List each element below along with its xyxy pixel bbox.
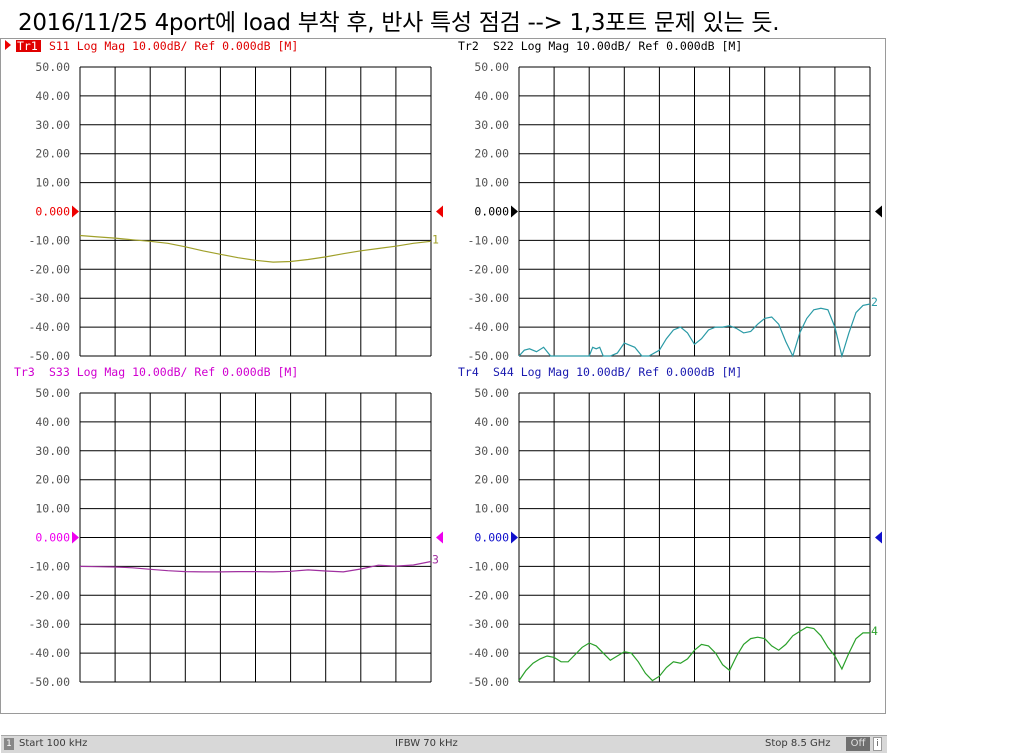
y-tick-label: -20.00: [28, 262, 70, 276]
y-tick-label: 0.000: [474, 205, 509, 219]
trace-end-label: 3: [432, 552, 439, 566]
trace-title: S33 Log Mag 10.00dB/ Ref 0.000dB [M]: [49, 365, 298, 379]
trace-tag: Tr4: [458, 365, 479, 379]
y-tick-label: -30.00: [28, 617, 70, 631]
y-tick-label: 20.00: [35, 473, 70, 487]
trace-tag: Tr2: [458, 39, 479, 53]
ref-marker-left: [72, 531, 79, 544]
y-tick-label: 40.00: [474, 89, 509, 103]
ref-marker-right: [875, 205, 882, 218]
trace-title: S11 Log Mag 10.00dB/ Ref 0.000dB [M]: [49, 39, 298, 53]
y-tick-label: 20.00: [35, 147, 70, 161]
stop-frequency[interactable]: Stop 8.5 GHz: [765, 738, 831, 749]
trace-panel-3: Tr3 S33 Log Mag 10.00dB/ Ref 0.000dB [M] 5…: [14, 365, 443, 689]
y-tick-label: 10.00: [35, 176, 70, 190]
trace-title: S22 Log Mag 10.00dB/ Ref 0.000dB [M]: [493, 39, 742, 53]
y-tick-label: 30.00: [474, 444, 509, 458]
start-frequency[interactable]: Start 100 kHz: [19, 738, 88, 749]
y-tick-label: 50.00: [35, 60, 70, 74]
trace-tag: Tr3: [14, 365, 35, 379]
y-tick-label: 30.00: [474, 118, 509, 132]
trace-panel-4: Tr4 S44 Log Mag 10.00dB/ Ref 0.000dB [M] 5…: [458, 365, 882, 689]
y-tick-label: 10.00: [474, 176, 509, 190]
y-tick-label: 40.00: [35, 89, 70, 103]
y-tick-label: 30.00: [35, 118, 70, 132]
y-tick-label: -50.00: [467, 675, 509, 689]
trace-panel-1: Tr1 S11 Log Mag 10.00dB/ Ref 0.000dB [M] 5…: [5, 39, 443, 363]
status-info-icon[interactable]: i: [873, 737, 882, 751]
y-tick-label: -40.00: [467, 646, 509, 660]
y-tick-label: -20.00: [28, 588, 70, 602]
y-tick-label: 50.00: [474, 386, 509, 400]
y-tick-label: -50.00: [28, 349, 70, 363]
y-tick-label: 30.00: [35, 444, 70, 458]
ref-marker-left: [511, 205, 518, 218]
ref-marker-right: [436, 531, 443, 544]
y-tick-label: -10.00: [28, 233, 70, 247]
trace-tag-highlight: [16, 40, 41, 52]
y-tick-label: -30.00: [28, 291, 70, 305]
y-tick-label: -50.00: [28, 675, 70, 689]
y-tick-label: -40.00: [28, 646, 70, 660]
ref-marker-right: [875, 531, 882, 544]
off-toggle[interactable]: Off: [846, 737, 870, 751]
y-tick-label: 0.000: [35, 531, 70, 545]
active-trace-icon: [5, 40, 11, 50]
y-tick-label: -10.00: [28, 559, 70, 573]
trace-line-4: [518, 626, 870, 682]
screenshot-caption: 2016/11/25 4port에 load 부착 후, 반사 특성 점검 --…: [18, 10, 780, 36]
y-tick-label: 0.000: [35, 205, 70, 219]
trace-panel-2: Tr2 S22 Log Mag 10.00dB/ Ref 0.000dB [M] 5…: [458, 39, 882, 363]
y-tick-label: 20.00: [474, 147, 509, 161]
trace-title: S44 Log Mag 10.00dB/ Ref 0.000dB [M]: [493, 365, 742, 379]
y-tick-label: -10.00: [467, 559, 509, 573]
ref-marker-left: [72, 205, 79, 218]
trace-line-2: [518, 303, 871, 359]
trace-tag: Tr1: [17, 39, 38, 53]
y-tick-label: 10.00: [474, 502, 509, 516]
y-tick-label: -30.00: [467, 617, 509, 631]
y-tick-label: 50.00: [474, 60, 509, 74]
y-tick-label: -20.00: [467, 588, 509, 602]
ref-marker-right: [436, 205, 443, 218]
y-tick-label: 20.00: [474, 473, 509, 487]
trace-line-1: [79, 234, 432, 263]
y-tick-label: -10.00: [467, 233, 509, 247]
y-tick-label: -40.00: [28, 320, 70, 334]
y-tick-label: -40.00: [467, 320, 509, 334]
y-tick-label: 50.00: [35, 386, 70, 400]
y-tick-label: 40.00: [474, 415, 509, 429]
y-tick-label: 10.00: [35, 502, 70, 516]
trace-end-label: 4: [871, 624, 878, 638]
y-tick-label: -30.00: [467, 291, 509, 305]
y-tick-label: -20.00: [467, 262, 509, 276]
y-tick-label: -50.00: [467, 349, 509, 363]
trace-end-label: 1: [432, 232, 439, 246]
trace-end-label: 2: [871, 295, 878, 309]
y-tick-label: 40.00: [35, 415, 70, 429]
analyzer-screen: Tr1 S11 Log Mag 10.00dB/ Ref 0.000dB [M] 5…: [0, 38, 887, 753]
trace-plots: Tr1 S11 Log Mag 10.00dB/ Ref 0.000dB [M] 5…: [5, 39, 882, 689]
ref-marker-left: [511, 531, 518, 544]
if-bandwidth[interactable]: IFBW 70 kHz: [395, 738, 458, 749]
trace-line-3: [79, 560, 432, 573]
channel-indicator[interactable]: 1: [4, 738, 14, 750]
y-tick-label: 0.000: [474, 531, 509, 545]
